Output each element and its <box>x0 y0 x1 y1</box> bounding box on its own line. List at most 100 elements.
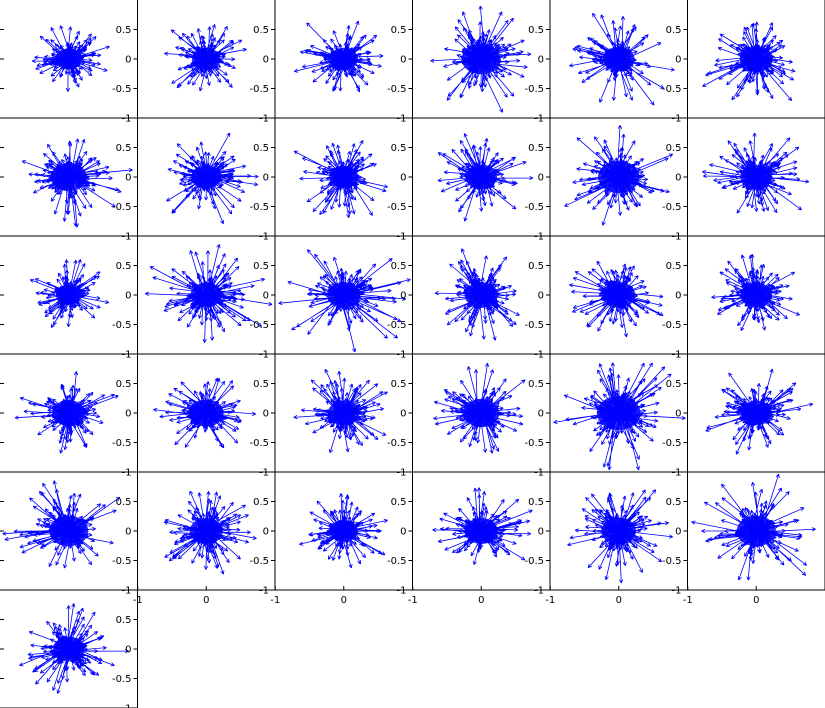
y-tick-label: 0.5 <box>116 497 132 508</box>
panel-3-0: 0.5 0 -0.5 -1 <box>0 354 138 479</box>
panel-4-5: -1 0 <box>683 472 825 606</box>
y-tick-label: 0 <box>263 173 269 184</box>
y-tick-label: 0.5 <box>666 497 682 508</box>
panel-4-2: 0.5 0 -0.5 -1 -1 0 <box>270 472 413 606</box>
y-tick-label: 0.5 <box>116 25 132 36</box>
panel-2-2: 0.5 0 -0.5 -1 <box>275 236 413 361</box>
vector-core <box>329 519 359 543</box>
y-tick-label: -0.5 <box>524 438 544 449</box>
y-tick-label: -0.5 <box>387 84 407 95</box>
y-tick-label: -0.5 <box>524 202 544 213</box>
vector-core <box>327 282 361 308</box>
panel-0-2: 0.5 0 -0.5 -1 <box>275 0 413 125</box>
y-tick-label: -1 <box>397 468 407 479</box>
y-tick-label: 0.5 <box>528 261 544 272</box>
vector-core <box>188 399 224 427</box>
vector-core <box>602 282 636 308</box>
y-tick-label: -0.5 <box>662 438 682 449</box>
panel-2-0: 0.5 0 -0.5 -1 <box>0 236 138 361</box>
y-tick-label: -1 <box>122 586 132 597</box>
y-tick-label: -1 <box>534 586 544 597</box>
vector-core <box>596 395 641 431</box>
y-tick-label: 0 <box>125 645 131 656</box>
y-tick-label: -1 <box>397 350 407 361</box>
y-tick-label: 0 <box>675 55 681 66</box>
vector-core <box>52 400 86 426</box>
y-tick-label: 0.5 <box>391 497 407 508</box>
y-tick-label: -1 <box>122 350 132 361</box>
panel-2-3: 0.5 0 -0.5 -1 <box>412 236 551 361</box>
y-tick-label: 0 <box>538 55 544 66</box>
panel-3-4: 0.5 0 -0.5 -1 <box>550 354 688 479</box>
y-tick-label: 0 <box>125 409 131 420</box>
panel-4-3: 0.5 0 -0.5 -1 -1 0 <box>408 472 551 606</box>
x-tick-label: 0 <box>341 595 347 606</box>
y-tick-label: -0.5 <box>387 556 407 567</box>
y-tick-label: 0 <box>263 409 269 420</box>
panel-5-0: 0.5 0 -0.5 -1 <box>0 590 138 708</box>
y-tick-label: -1 <box>534 114 544 125</box>
y-tick-label: 0.5 <box>116 615 132 626</box>
y-tick-label: 0 <box>400 173 406 184</box>
vector-core <box>190 282 223 308</box>
x-tick-label: -1 <box>270 595 280 606</box>
y-tick-label: 0.5 <box>253 25 269 36</box>
y-tick-label: 0 <box>263 527 269 538</box>
vector-core <box>50 162 87 192</box>
vector-core <box>463 398 500 428</box>
y-tick-label: 0.5 <box>116 143 132 154</box>
y-tick-label: -1 <box>259 114 269 125</box>
vector-core <box>191 165 222 189</box>
y-tick-label: 0.5 <box>528 379 544 390</box>
y-tick-label: 0.5 <box>666 143 682 154</box>
panel-4-4: 0.5 0 -0.5 -1 -1 0 <box>545 472 688 606</box>
y-tick-label: -1 <box>397 114 407 125</box>
y-tick-label: -0.5 <box>249 556 269 567</box>
vector-core <box>49 515 89 547</box>
panel-4-1: 0.50-0.5-1-10 <box>133 472 276 606</box>
y-tick-label: -1 <box>672 468 682 479</box>
panel-3-1: 0.5 0 -0.5 -1 <box>137 354 276 479</box>
y-tick-label: 0 <box>675 173 681 184</box>
y-tick-label: -0.5 <box>662 84 682 95</box>
y-tick-label: 0 <box>538 527 544 538</box>
panel-1-0: 0.5 0 -0.5 -1 <box>0 118 138 243</box>
vector-core <box>601 517 637 545</box>
x-tick-label: -1 <box>683 595 693 606</box>
y-tick-label: -0.5 <box>249 202 269 213</box>
y-tick-label: 0.5 <box>391 261 407 272</box>
y-tick-label: -0.5 <box>662 556 682 567</box>
panel-0-4: 0.5 0 -0.5 -1 <box>550 0 688 125</box>
y-tick-label: -0.5 <box>249 84 269 95</box>
panel-2-4: 0.5 0 -0.5 -1 <box>550 236 688 361</box>
x-tick-label: 0 <box>616 595 622 606</box>
vector-core <box>736 515 776 547</box>
y-tick-label: -0.5 <box>524 556 544 567</box>
y-tick-label: 0 <box>125 291 131 302</box>
panel-1-5 <box>687 118 825 237</box>
y-tick-label: -1 <box>534 468 544 479</box>
y-tick-label: 0.5 <box>391 379 407 390</box>
y-tick-label: 0.5 <box>116 379 132 390</box>
vector-core <box>52 636 85 662</box>
y-tick-label: -1 <box>122 232 132 243</box>
y-tick-label: -0.5 <box>112 438 132 449</box>
vector-core <box>740 164 773 190</box>
panel-0-1: 0.5 0 -0.5 -1 <box>137 0 276 125</box>
panel-1-2: 0.5 0 -0.5 -1 <box>275 118 413 243</box>
panel-3-5 <box>687 354 825 473</box>
panel-1-4: 0.5 0 -0.5 -1 <box>550 118 688 243</box>
y-tick-label: 0.5 <box>253 261 269 272</box>
vector-core <box>739 46 773 72</box>
y-tick-label: 0.5 <box>391 25 407 36</box>
y-tick-label: -0.5 <box>112 556 132 567</box>
x-tick-label: 0 <box>203 595 209 606</box>
vector-core <box>329 47 359 71</box>
y-tick-label: 0 <box>263 291 269 302</box>
y-tick-label: 0 <box>538 409 544 420</box>
vector-core <box>329 165 359 189</box>
y-tick-label: -0.5 <box>249 320 269 331</box>
y-tick-label: 0 <box>125 173 131 184</box>
y-tick-label: -1 <box>672 232 682 243</box>
y-tick-label: -1 <box>259 232 269 243</box>
